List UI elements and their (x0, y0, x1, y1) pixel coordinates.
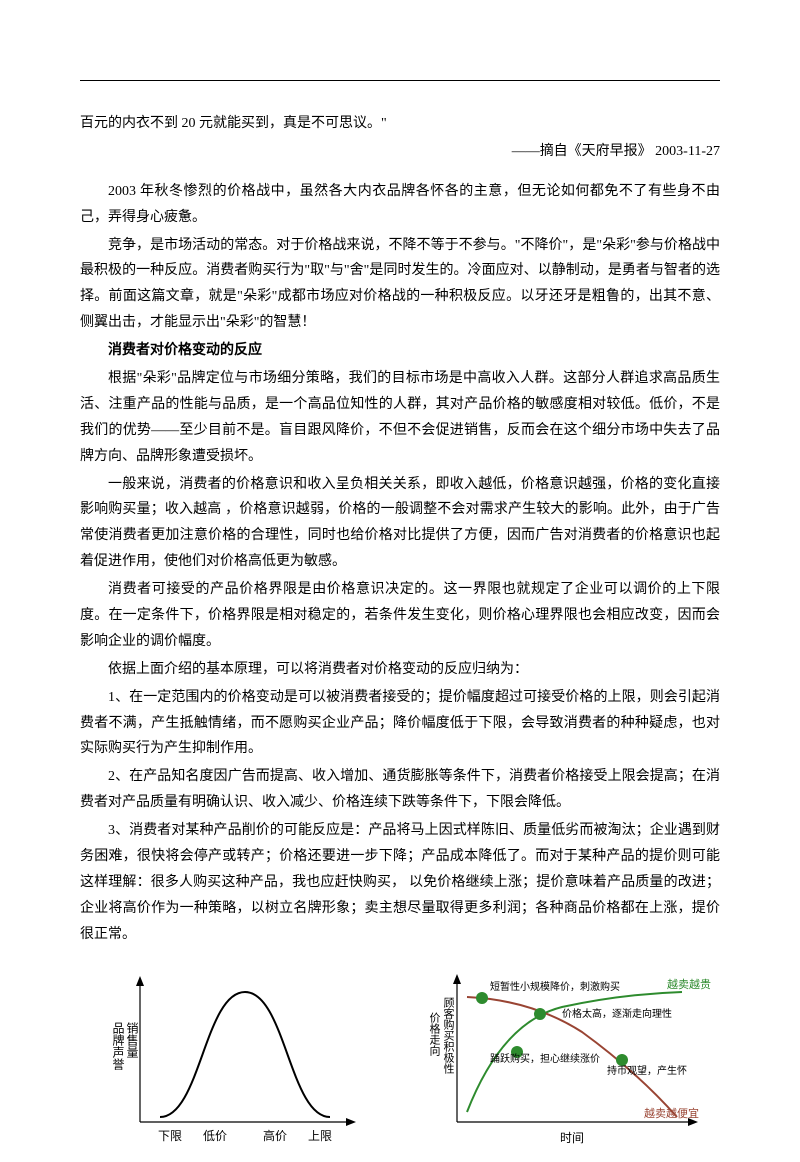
paragraph-6: 依据上面介绍的基本原理，可以将消费者对价格变动的反应归纳为： (80, 657, 720, 683)
xtick-2: 高价 (263, 1128, 287, 1143)
curve1-label: 越卖越贵 (667, 977, 711, 991)
yaxis-r-label-1: 价格走向 (428, 1011, 441, 1055)
paragraph-4: 一般来说，消费者的价格意识和收入呈负相关关系，即收入越低，价格意识越强，价格的变… (80, 472, 720, 576)
paragraph-5: 消费者可接受的产品价格界限是由价格意识决定的。这一界限也就规定了企业可以调价的上… (80, 577, 720, 655)
yaxis-label-2: 销售量 (125, 1021, 139, 1057)
annot-2: 踊跃购买，担心继续涨价 (490, 1052, 600, 1065)
xtick-0: 下限 (158, 1129, 182, 1143)
paragraph-9: 3、消费者对某种产品削价的可能反应是：产品将马上因式样陈旧、质量低劣而被淘汰；企… (80, 818, 720, 947)
top-rule (80, 80, 720, 81)
paragraph-1: 2003 年秋冬惨烈的价格战中，虽然各大内衣品牌各怀各的主意，但无论如何都免不了… (80, 179, 720, 231)
opening-fragment: 百元的内衣不到 20 元就能买到，真是不可思议。" (80, 111, 720, 137)
section-heading: 消费者对价格变动的反应 (80, 338, 720, 364)
paragraph-7: 1、在一定范围内的价格变动是可以被消费者接受的；提价幅度超过可接受价格的上限，则… (80, 685, 720, 763)
dot-2 (534, 1008, 546, 1020)
xtick-3: 上限 (308, 1129, 332, 1143)
dot-1 (476, 992, 488, 1004)
paragraph-3: 根据"朵彩"品牌定位与市场细分策略，我们的目标市场是中高收入人群。这部分人群追求… (80, 366, 720, 470)
annot-1: 价格太高，逐渐走向理性 (562, 1007, 672, 1020)
annot-0: 短暂性小规模降价，刺激购买 (490, 980, 620, 993)
yaxis-label-1: 品牌声誉 (111, 1022, 125, 1071)
yaxis-r-label-2: 顾客购买积极性 (442, 996, 455, 1074)
annot-3: 持币观望，产生怀 (607, 1064, 687, 1077)
paragraph-8: 2、在产品知名度因广告而提高、收入增加、通货膨胀等条件下，消费者价格接受上限会提… (80, 764, 720, 816)
source-attribution: ——摘自《天府早报》 2003-11-27 (80, 139, 720, 165)
dot-4 (616, 1054, 628, 1066)
paragraph-2: 竞争，是市场活动的常态。对于价格战来说，不降不等于不参与。"不降价"，是"朵彩"… (80, 233, 720, 337)
xtick-1: 低价 (203, 1129, 227, 1143)
xaxis-r-label: 时间 (560, 1131, 584, 1145)
curve2-label: 越卖越便宜 (644, 1106, 699, 1120)
